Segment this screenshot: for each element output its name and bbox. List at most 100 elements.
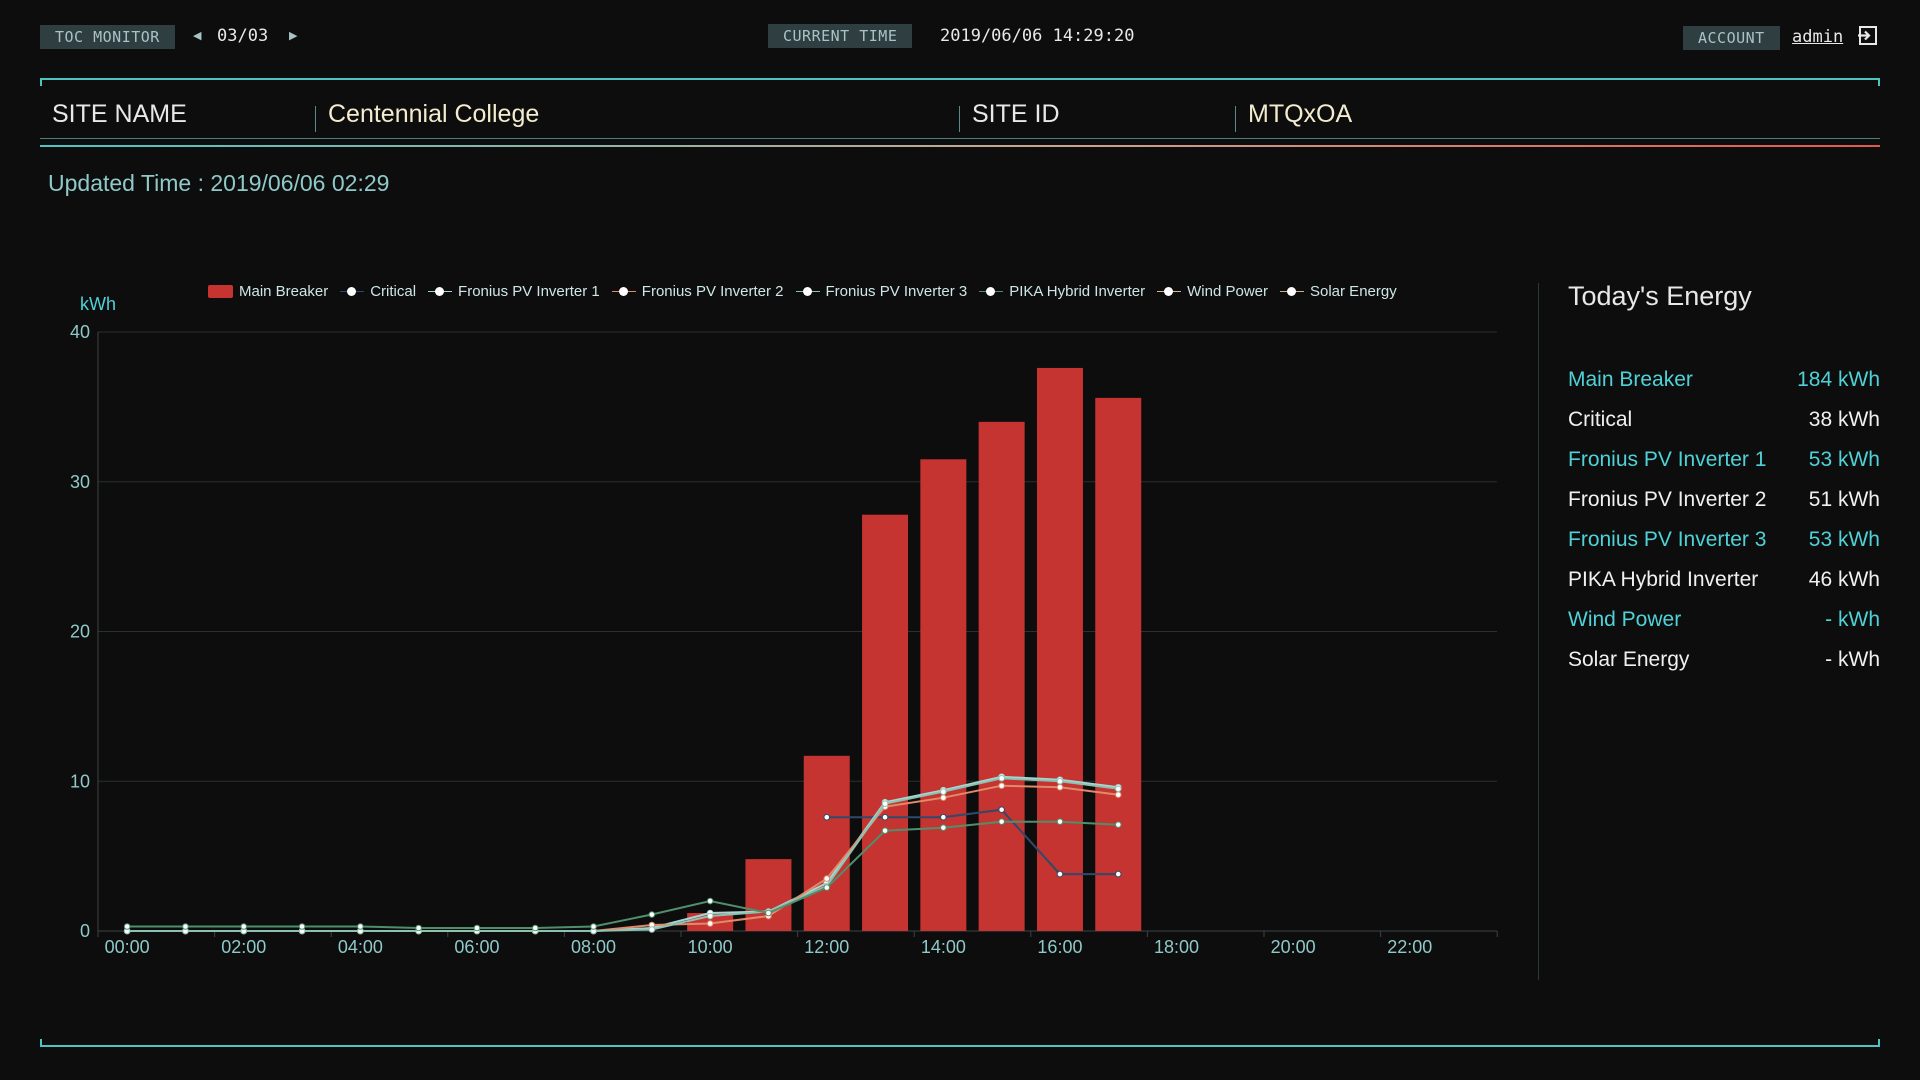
data-point <box>823 813 831 821</box>
energy-row-value: - kWh <box>1825 608 1880 631</box>
energy-row-label: Fronius PV Inverter 2 <box>1568 488 1767 511</box>
current-time-badge: CURRENT TIME <box>768 24 913 48</box>
x-tick-label: 12:00 <box>804 937 849 957</box>
caret-left-icon[interactable]: ◀ <box>193 30 202 42</box>
energy-row: PIKA Hybrid Inverter 46 kWh <box>1568 568 1880 598</box>
frame-top-border <box>40 78 1880 86</box>
data-point <box>1056 870 1064 878</box>
legend-swatch <box>795 285 820 298</box>
x-tick-label: 20:00 <box>1271 937 1316 957</box>
legend-swatch <box>979 285 1004 298</box>
legend-swatch <box>428 285 453 298</box>
bar <box>745 859 792 931</box>
x-tick-label: 10:00 <box>688 937 733 957</box>
x-tick-label: 22:00 <box>1387 937 1432 957</box>
data-point <box>648 926 656 933</box>
legend-item-wind[interactable]: Wind Power <box>1157 283 1268 300</box>
logout-icon[interactable] <box>1857 25 1879 47</box>
bar <box>862 514 909 931</box>
legend-item-solar[interactable]: Solar Energy <box>1280 283 1397 300</box>
data-point <box>531 924 539 932</box>
legend-item-inverter-2[interactable]: Fronius PV Inverter 2 <box>611 283 784 300</box>
legend-label: Fronius PV Inverter 2 <box>641 283 784 300</box>
data-point <box>1114 870 1122 878</box>
energy-row-label: Main Breaker <box>1568 368 1693 391</box>
data-point <box>881 813 889 821</box>
energy-row: Fronius PV Inverter 2 51 kWh <box>1568 488 1880 518</box>
energy-row: Fronius PV Inverter 3 53 kWh <box>1568 528 1880 558</box>
energy-row: Fronius PV Inverter 1 53 kWh <box>1568 448 1880 478</box>
site-separator <box>959 106 960 132</box>
legend-label: Critical <box>370 283 417 300</box>
data-point <box>998 782 1005 790</box>
legend-label: PIKA Hybrid Inverter <box>1009 283 1146 300</box>
legend-label: Wind Power <box>1187 283 1268 300</box>
current-time: 2019/06/06 14:29:20 <box>940 26 1135 46</box>
y-tick-label: 30 <box>70 472 90 492</box>
data-point <box>298 923 306 930</box>
data-point <box>706 920 714 927</box>
data-point <box>1114 821 1122 828</box>
energy-row-label: Fronius PV Inverter 1 <box>1568 448 1767 471</box>
data-point <box>940 788 947 796</box>
todays-energy-title: Today's Energy <box>1568 281 1752 311</box>
site-info-row: SITE NAME Centennial College SITE ID MTQ… <box>40 96 1880 139</box>
energy-row-value: 51 kWh <box>1808 488 1880 511</box>
x-tick-label: 16:00 <box>1037 937 1082 957</box>
data-point <box>881 827 889 834</box>
data-point <box>706 912 714 920</box>
accent-divider <box>40 145 1880 147</box>
bar <box>803 755 850 931</box>
data-point <box>473 924 481 932</box>
page-indicator: 03/03 <box>217 26 269 46</box>
y-tick-label: 40 <box>70 322 90 342</box>
updated-time: Updated Time : 2019/06/06 02:29 <box>48 170 390 196</box>
series-line <box>127 777 1119 932</box>
energy-row-label: Solar Energy <box>1568 648 1690 671</box>
legend-item-pika[interactable]: PIKA Hybrid Inverter <box>979 283 1145 300</box>
data-point <box>706 897 714 905</box>
legend-label: Solar Energy <box>1310 283 1397 300</box>
legend-swatch <box>1280 285 1304 298</box>
data-point <box>881 800 889 808</box>
legend-item-main-breaker[interactable]: Main Breaker <box>208 283 328 300</box>
data-point <box>590 923 597 930</box>
series-line <box>127 775 1119 932</box>
energy-row-value: 184 kWh <box>1797 368 1880 391</box>
data-point <box>648 911 656 918</box>
legend-item-inverter-3[interactable]: Fronius PV Inverter 3 <box>795 283 968 300</box>
legend-swatch <box>1157 285 1182 298</box>
legend-item-inverter-1[interactable]: Fronius PV Inverter 1 <box>428 283 600 300</box>
bar <box>1036 367 1083 931</box>
data-point <box>1056 777 1064 785</box>
data-point <box>123 923 131 930</box>
data-point <box>182 923 189 930</box>
x-tick-label: 00:00 <box>105 937 150 957</box>
site-name-value: Centennial College <box>328 100 540 128</box>
data-point <box>415 924 422 932</box>
x-tick-label: 08:00 <box>571 937 616 957</box>
bar <box>920 459 967 931</box>
site-id-label: SITE ID <box>972 100 1060 128</box>
y-tick-label: 0 <box>80 921 90 941</box>
data-point <box>357 923 364 930</box>
legend-label: Fronius PV Inverter 1 <box>458 283 600 300</box>
energy-row-label: Fronius PV Inverter 3 <box>1568 528 1767 551</box>
energy-row-value: 38 kWh <box>1808 408 1880 431</box>
account-badge: ACCOUNT <box>1683 26 1780 50</box>
data-point <box>240 923 248 930</box>
data-point <box>1114 785 1122 793</box>
chart-legend: Main Breaker Critical Fronius PV Inverte… <box>208 283 1409 300</box>
data-point <box>823 875 831 882</box>
caret-right-icon[interactable]: ▶ <box>289 30 298 42</box>
account-user-link[interactable]: admin <box>1792 27 1844 47</box>
legend-label: Fronius PV Inverter 3 <box>825 283 968 300</box>
y-axis-label: kWh <box>80 294 116 314</box>
y-tick-label: 10 <box>70 771 90 791</box>
series-line <box>127 820 1119 929</box>
series-line <box>127 784 1119 932</box>
legend-item-critical[interactable]: Critical <box>340 283 416 300</box>
legend-label: Main Breaker <box>239 283 329 300</box>
x-tick-label: 06:00 <box>454 937 499 957</box>
energy-row: Solar Energy - kWh <box>1568 648 1880 678</box>
